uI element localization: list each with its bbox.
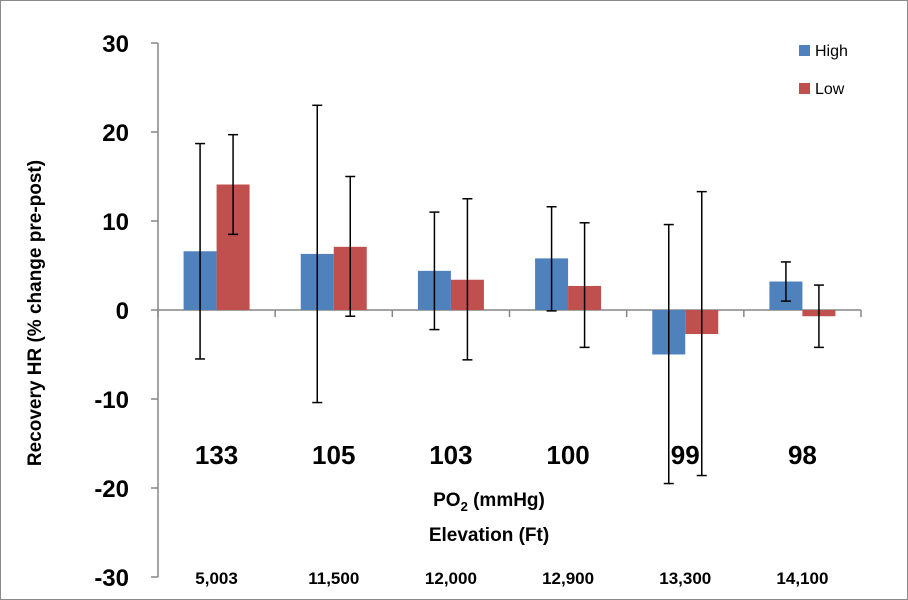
category-label-po2: 103 [429,440,472,470]
legend-label-low: Low [815,81,845,98]
legend-swatch-low [799,83,810,94]
category-label-elevation: 12,900 [542,569,594,588]
labels: 133 5,003 105 11,500 103 12,000 100 12,900 99 13,… [195,440,829,588]
y-tick-label: 0 [116,298,129,325]
y-tick-label: -20 [94,476,129,503]
y-tick-label: -30 [94,565,129,592]
x-axis-title-po: PO [433,490,460,511]
y-axis-title: Recovery HR (% change pre-post) [25,160,46,466]
legend-label-high: High [815,43,848,60]
y-tick-label: -10 [94,387,129,414]
legend: High Low [799,43,848,98]
category-label-po2: 133 [195,440,238,470]
bars [183,184,836,355]
category-label-elevation: 14,100 [776,569,828,588]
category-label-po2: 105 [312,440,355,470]
x-axis-title-po2: PO2 (mmHg) [433,490,545,514]
category-label-elevation: 13,300 [659,569,711,588]
category-label-po2: 98 [788,440,817,470]
x-axis-title-unit: (mmHg) [468,490,545,511]
y-tick-label: 10 [102,209,129,236]
category-label-po2: 100 [546,440,589,470]
error-bars [195,104,824,485]
y-tick-label: 30 [102,31,129,58]
category-label-elevation: 12,000 [425,569,477,588]
category-label-elevation: 5,003 [195,569,238,588]
x-axis-title-subscript: 2 [461,499,468,514]
x-axis-title-elevation: Elevation (Ft) [429,525,549,546]
y-tick-label: 20 [102,120,129,147]
category-label-elevation: 11,500 [308,569,359,588]
legend-swatch-high [799,45,810,56]
category-label-po2: 99 [671,440,700,470]
